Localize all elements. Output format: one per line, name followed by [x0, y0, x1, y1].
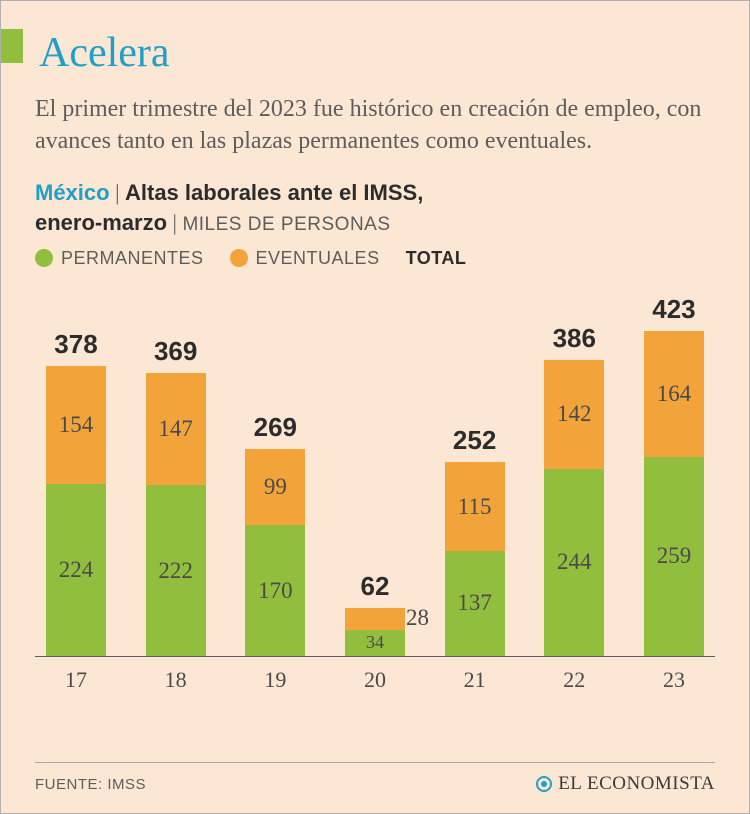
- bar-group: 378 154224: [41, 329, 111, 656]
- brand-icon: [536, 776, 552, 792]
- bar-stack: 142244: [544, 360, 604, 656]
- source-label: FUENTE: IMSS: [35, 776, 146, 793]
- chart-country: México: [35, 180, 110, 205]
- bar-segment-eventuales: 142: [544, 360, 604, 469]
- x-axis-label: 23: [639, 667, 709, 693]
- separator: |: [115, 180, 125, 205]
- infographic-card: Acelera El primer trimestre del 2023 fue…: [0, 0, 750, 814]
- x-axis-label: 19: [240, 667, 310, 693]
- bar-group: 622834: [340, 571, 410, 656]
- bar-segment-permanentes: 137: [445, 551, 505, 656]
- chart-header-line-1: México | Altas laborales ante el IMSS,: [35, 180, 715, 206]
- chart-period: enero-marzo: [35, 210, 167, 235]
- subtitle-text: El primer trimestre del 2023 fue históri…: [35, 93, 715, 158]
- bar-group: 423 164259: [639, 294, 709, 656]
- chart-header-line-2: enero-marzo | MILES DE PERSONAS: [35, 210, 715, 236]
- bar-group: 269 99170: [240, 412, 310, 655]
- x-axis-label: 18: [141, 667, 211, 693]
- bar-stack: 34: [345, 608, 405, 656]
- bar-total-label: 369: [154, 336, 197, 367]
- chart-legend: PERMANENTES EVENTUALES TOTAL: [35, 248, 715, 269]
- separator: |: [173, 210, 183, 235]
- bar-total-label: 252: [453, 425, 496, 456]
- x-axis-label: 17: [41, 667, 111, 693]
- bar-segment-eventuales: 147: [146, 373, 206, 486]
- bar-segment-eventuales: 164: [644, 331, 704, 457]
- bar-segment-eventuales: 115: [445, 462, 505, 550]
- bar-segment-permanentes: 244: [544, 469, 604, 656]
- bar-segment-permanentes: 222: [146, 485, 206, 655]
- bar-stack: 147222: [146, 373, 206, 656]
- accent-square: [1, 29, 23, 63]
- legend-label-eventuales: EVENTUALES: [256, 248, 380, 269]
- bar-stack: 115137: [445, 462, 505, 655]
- bar-total-label: 269: [254, 412, 297, 443]
- bar-total-label: 62: [361, 571, 390, 602]
- x-axis-label: 21: [440, 667, 510, 693]
- bar-total-label: 423: [652, 294, 695, 325]
- card-footer: FUENTE: IMSS EL ECONOMISTA: [35, 762, 715, 795]
- bar-value-eventuales: 28: [406, 605, 429, 631]
- bar-stack: 154224: [46, 366, 106, 656]
- chart-x-axis: 17 18 19 20 21 22 23: [35, 657, 715, 693]
- x-axis-label: 22: [539, 667, 609, 693]
- legend-label-total: TOTAL: [406, 248, 467, 269]
- x-axis-label: 20: [340, 667, 410, 693]
- legend-swatch-permanentes: [35, 249, 53, 267]
- brand-text: EL ECONOMISTA: [558, 773, 715, 795]
- bar-segment-eventuales: [345, 608, 405, 629]
- legend-swatch-eventuales: [230, 249, 248, 267]
- chart-plot-area: 3781542243691472222699917062283425211513…: [35, 287, 715, 657]
- chart-unit: MILES DE PERSONAS: [182, 214, 390, 235]
- bar-segment-eventuales: 154: [46, 366, 106, 484]
- bar-stack: 99170: [245, 449, 305, 655]
- brand-label: EL ECONOMISTA: [536, 773, 715, 795]
- bar-group: 369 147222: [141, 336, 211, 656]
- bar-segment-eventuales: 99: [245, 449, 305, 525]
- bar-group: 252 115137: [440, 425, 510, 655]
- page-title: Acelera: [39, 29, 715, 77]
- chart-metric: Altas laborales ante el IMSS,: [125, 180, 423, 205]
- bar-total-label: 378: [54, 329, 97, 360]
- legend-label-permanentes: PERMANENTES: [61, 248, 204, 269]
- bar-group: 386 142244: [539, 323, 609, 656]
- bar-segment-permanentes: 34: [345, 630, 405, 656]
- bar-segment-permanentes: 259: [644, 457, 704, 656]
- bar-total-label: 386: [553, 323, 596, 354]
- legend-item-permanentes: PERMANENTES: [35, 248, 204, 269]
- bar-segment-permanentes: 170: [245, 525, 305, 655]
- legend-item-eventuales: EVENTUALES: [230, 248, 380, 269]
- bar-stack: 164259: [644, 331, 704, 656]
- bar-segment-permanentes: 224: [46, 484, 106, 656]
